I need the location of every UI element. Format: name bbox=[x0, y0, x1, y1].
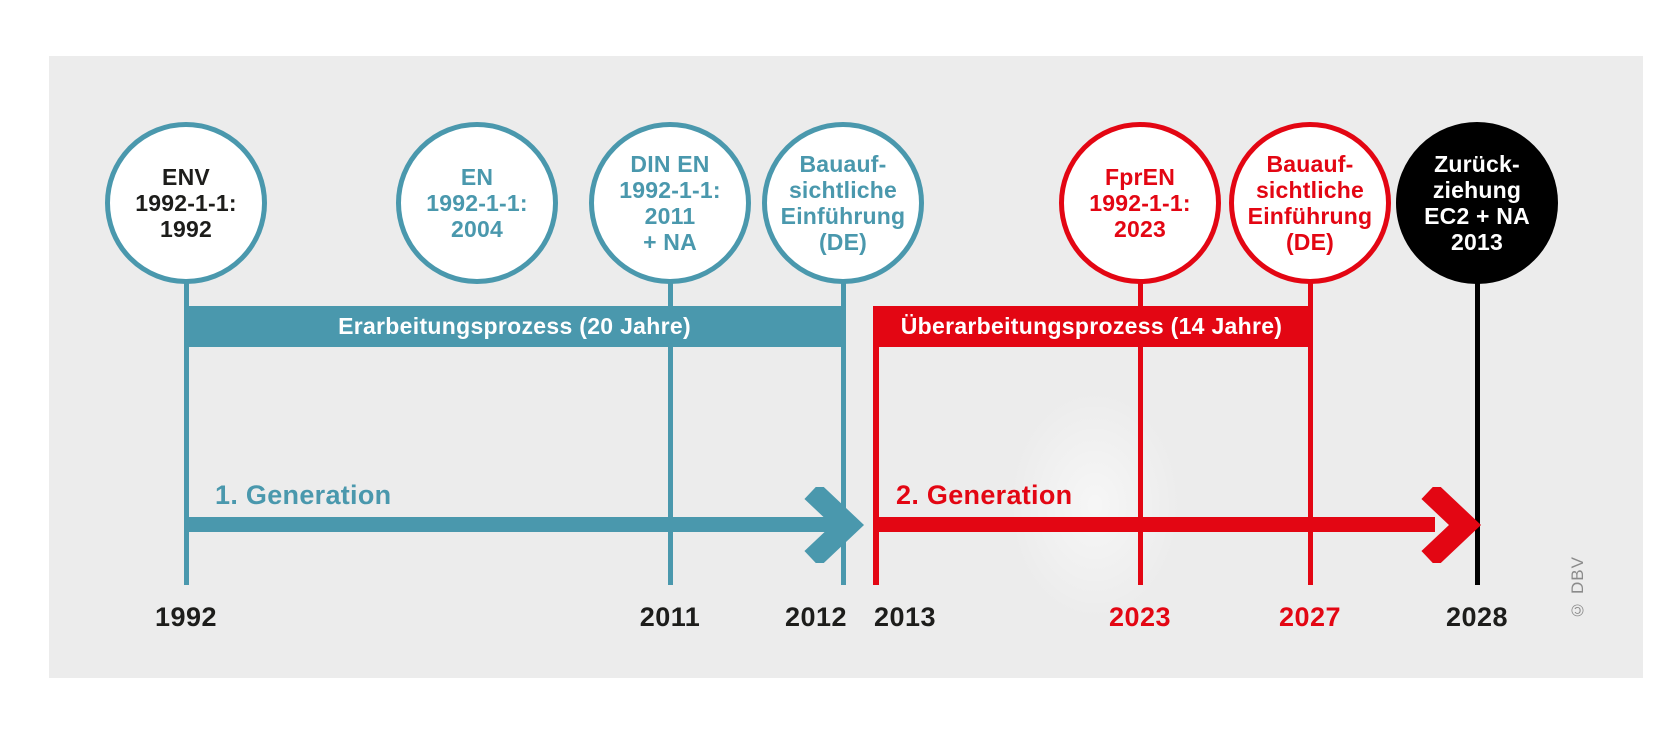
timeline-line-2023 bbox=[1138, 283, 1143, 585]
timeline-line-1992 bbox=[184, 283, 189, 585]
process-bar-erarbeitung: Erarbeitungsprozess (20 Jahre) bbox=[186, 306, 843, 347]
generation2-arrow bbox=[873, 487, 1482, 563]
timeline-line-2027 bbox=[1308, 283, 1313, 585]
timeline-line-2013 bbox=[873, 306, 879, 585]
timeline-line-2028 bbox=[1475, 283, 1480, 585]
watermark-blob bbox=[975, 345, 1215, 665]
circle-zurueckziehung-label: Zurück- ziehung EC2 + NA 2013 bbox=[1424, 151, 1530, 255]
timeline-line-2011 bbox=[668, 283, 673, 585]
circle-einfuehrung-de-gen2: Bauauf- sichtliche Einführung (DE) bbox=[1229, 122, 1391, 284]
circle-fpren-2023-label: FprEN 1992-1-1: 2023 bbox=[1089, 164, 1191, 242]
circle-fpren-2023: FprEN 1992-1-1: 2023 bbox=[1059, 122, 1221, 284]
circle-din-en-2011-label: DIN EN 1992-1-1: 2011 + NA bbox=[619, 151, 721, 255]
circle-einfuehrung-de-gen1-label: Bauauf- sichtliche Einführung (DE) bbox=[780, 151, 906, 255]
year-label-2013: 2013 bbox=[873, 602, 937, 632]
circle-env-1992: ENV 1992-1-1: 1992 bbox=[105, 122, 267, 284]
circle-einfuehrung-de-gen2-label: Bauauf- sichtliche Einführung (DE) bbox=[1247, 151, 1373, 255]
year-label-2028: 2028 bbox=[1445, 602, 1509, 632]
copyright-note: © DBV bbox=[1568, 556, 1587, 620]
year-label-2027: 2027 bbox=[1278, 602, 1342, 632]
circle-en-2004-label: EN 1992-1-1: 2004 bbox=[426, 164, 528, 242]
process-bar-ueberarbeitung: Überarbeitungsprozess (14 Jahre) bbox=[873, 306, 1310, 347]
circle-zurueckziehung: Zurück- ziehung EC2 + NA 2013 bbox=[1396, 122, 1558, 284]
circle-einfuehrung-de-gen1: Bauauf- sichtliche Einführung (DE) bbox=[762, 122, 924, 284]
year-label-2011: 2011 bbox=[639, 602, 701, 632]
year-label-1992: 1992 bbox=[154, 602, 218, 632]
circle-env-1992-label: ENV 1992-1-1: 1992 bbox=[135, 164, 237, 242]
generation1-label: 1. Generation bbox=[215, 480, 392, 510]
circle-en-2004: EN 1992-1-1: 2004 bbox=[396, 122, 558, 284]
timeline-line-2012 bbox=[841, 283, 846, 585]
process-bar-ueberarbeitung-label: Überarbeitungsprozess (14 Jahre) bbox=[900, 313, 1283, 339]
year-label-2023: 2023 bbox=[1108, 602, 1172, 632]
process-bar-erarbeitung-label: Erarbeitungsprozess (20 Jahre) bbox=[338, 313, 691, 339]
generation2-label: 2. Generation bbox=[896, 480, 1073, 510]
generation1-arrow bbox=[186, 487, 865, 563]
year-label-2012: 2012 bbox=[784, 602, 848, 632]
circle-din-en-2011: DIN EN 1992-1-1: 2011 + NA bbox=[589, 122, 751, 284]
